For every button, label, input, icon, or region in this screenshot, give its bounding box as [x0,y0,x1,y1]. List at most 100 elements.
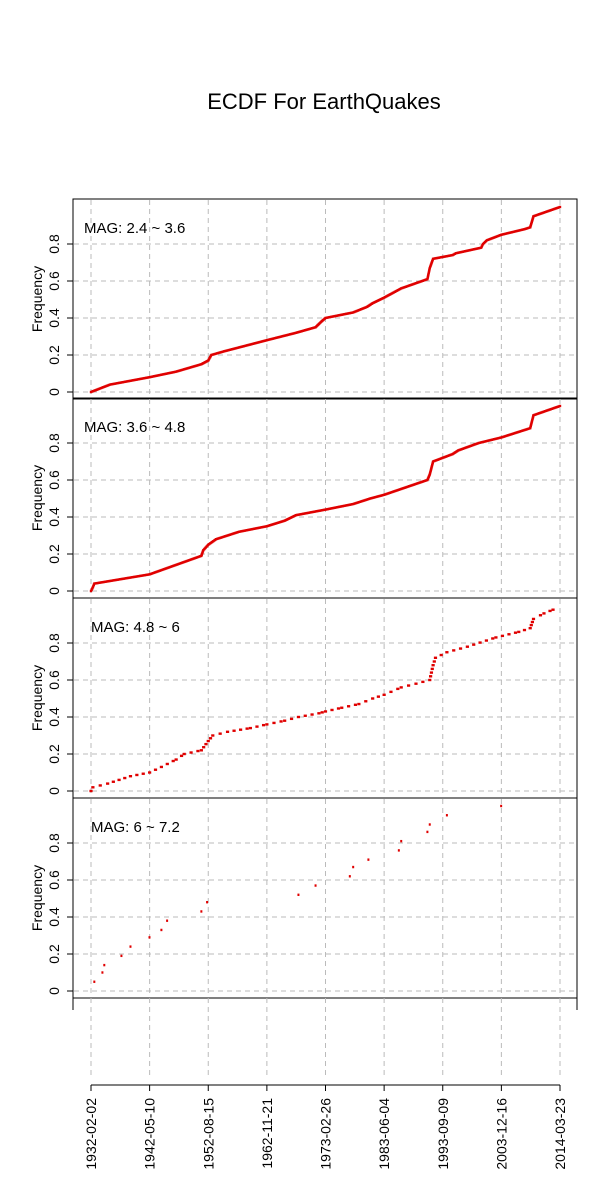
data-point [297,893,300,896]
data-point [399,686,403,689]
data-point [445,651,449,654]
y-tick-label: 0.8 [46,633,62,653]
data-point [206,739,210,743]
data-point [314,884,317,887]
data-point [135,773,139,777]
data-point [174,758,178,761]
data-point [414,682,418,685]
data-point [320,711,324,714]
data-point [272,721,276,725]
data-point [538,614,543,617]
data-point [491,637,495,640]
data-point [427,273,430,276]
y-tick-label: 0.6 [46,670,62,690]
data-point [507,633,511,636]
data-point [427,270,431,273]
data-point [452,649,456,652]
data-point [160,928,163,932]
data-point [238,728,243,731]
data-point [265,723,269,726]
data-point [494,636,498,639]
data-point [289,717,294,721]
data-point [91,786,95,789]
data-point [430,667,434,671]
data-point [426,830,429,834]
data-point [111,780,115,783]
data-point [128,775,133,778]
x-tick-label: 1962-11-21 [259,1098,275,1169]
data-point [429,671,434,674]
x-tick-label: 1983-06-04 [376,1098,392,1170]
x-tick-label: 1952-08-15 [200,1098,216,1170]
data-point [500,804,503,808]
data-point [204,742,208,746]
data-point [426,274,430,277]
data-point [357,702,361,706]
data-point [551,608,555,611]
series-marks [89,608,555,793]
data-point [317,712,321,715]
data-point [148,936,151,939]
data-point [428,823,431,826]
data-point [382,693,386,696]
data-point [478,641,482,644]
data-point [153,768,158,771]
y-tick-label: 0.8 [46,833,62,853]
y-axis-label: Frequency [29,465,45,531]
data-point [484,639,489,642]
y-axis-label: Frequency [29,865,45,931]
panel-label: MAG: 2.4 ~ 3.6 [84,220,185,237]
data-point [330,708,334,712]
data-point [106,782,110,785]
y-tick-label: 0.8 [46,234,62,254]
y-tick-label: 0.6 [46,870,62,890]
data-point [218,732,222,735]
data-point [389,690,393,694]
data-point [196,749,200,753]
data-point [117,778,121,782]
data-point [202,746,206,749]
y-tick-label: 0.8 [46,433,62,453]
data-point [428,675,433,678]
data-point [303,714,307,717]
x-tick-label: 2003-12-16 [493,1098,509,1170]
data-point [400,839,403,843]
data-point [92,584,95,588]
data-point [426,277,429,281]
data-point [225,730,230,733]
x-tick-label: 2014-03-23 [552,1098,568,1170]
x-tick-label: 1973-02-26 [318,1098,334,1170]
data-point [340,706,344,709]
data-point [348,875,351,878]
data-point [530,620,534,624]
data-point [101,971,104,974]
data-point [208,737,213,740]
data-point [472,643,476,646]
x-tick-label: 1932-02-02 [83,1098,99,1170]
data-point [159,765,163,769]
data-point [93,980,96,983]
y-tick-label: 0.4 [46,308,62,328]
data-point [323,710,328,713]
data-point [129,945,132,948]
data-point [529,623,533,627]
data-point [480,245,483,248]
data-point [427,271,430,275]
chart-title: ECDF For EarthQuakes [207,89,441,114]
data-point [98,784,102,787]
y-tick-label: 0.6 [46,271,62,291]
data-point [513,631,518,634]
data-point [120,954,123,958]
data-point [261,723,266,727]
data-point [346,705,351,708]
data-point [141,772,145,775]
y-tick-label: 0.6 [46,470,62,490]
y-tick-label: 0.2 [46,544,62,564]
data-point [371,697,375,700]
data-point [428,268,431,271]
data-point [367,858,370,861]
data-point [432,660,436,663]
